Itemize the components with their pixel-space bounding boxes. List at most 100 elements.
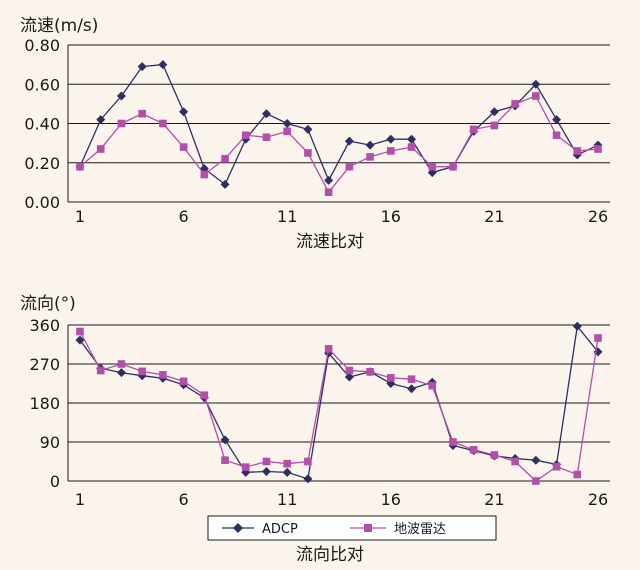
data-point-radar xyxy=(262,133,271,142)
data-point-radar xyxy=(76,162,84,171)
data-point-radar xyxy=(449,162,457,171)
data-point-radar xyxy=(490,451,499,459)
direction-y-axis-label: 流向(°) xyxy=(20,294,76,314)
data-point-radar xyxy=(262,457,271,466)
data-point-adcp xyxy=(344,136,354,146)
data-point-adcp xyxy=(75,335,85,345)
series-line-adcp xyxy=(79,63,599,186)
data-point-adcp xyxy=(303,474,313,484)
series-line-radar xyxy=(79,95,599,194)
y-tick-label: 270 xyxy=(29,355,60,374)
speed-chart: 流速(m/s) 流速比对 0.000.200.400.600.80 1 6 11 16… xyxy=(20,16,610,252)
data-point-adcp xyxy=(158,60,168,70)
data-point-radar xyxy=(428,162,437,171)
data-point-radar xyxy=(387,147,395,155)
data-point-adcp xyxy=(303,124,313,134)
data-point-radar xyxy=(407,375,416,383)
data-point-radar xyxy=(96,366,105,375)
data-point-radar xyxy=(304,149,312,157)
data-point-adcp xyxy=(344,372,354,382)
data-point-radar xyxy=(573,470,582,479)
data-point-adcp xyxy=(179,107,189,117)
legend-radar-marker xyxy=(364,524,372,532)
data-point-radar xyxy=(345,162,354,171)
data-point-adcp xyxy=(261,109,271,119)
data-point-radar xyxy=(469,125,478,134)
data-point-adcp xyxy=(220,435,230,445)
data-point-adcp xyxy=(116,368,126,378)
legend: ADCP 地波雷达 xyxy=(207,515,497,541)
data-point-radar xyxy=(511,100,519,108)
data-point-radar xyxy=(221,456,229,464)
data-point-radar xyxy=(179,377,188,386)
speed-y-axis-label: 流速(m/s) xyxy=(20,16,98,36)
x-tick-label: 1 xyxy=(75,490,85,509)
x-tick-label: 21 xyxy=(484,207,504,226)
x-tick-label: 26 xyxy=(588,490,608,509)
x-tick-label: 11 xyxy=(277,490,297,509)
x-tick-label: 6 xyxy=(179,207,189,226)
x-tick-label: 26 xyxy=(588,207,608,226)
x-tick-label: 16 xyxy=(381,490,401,509)
data-point-radar xyxy=(138,109,146,118)
legend-radar-label: 地波雷达 xyxy=(394,522,446,537)
y-tick-label: 360 xyxy=(29,316,60,335)
direction-x-ticks: 1 6 11 16 21 26 xyxy=(75,490,608,509)
data-point-adcp xyxy=(407,384,417,394)
data-point-radar xyxy=(490,121,499,130)
data-point-radar xyxy=(283,127,291,136)
speed-x-axis-label: 流速比对 xyxy=(296,232,364,252)
speed-y-ticks: 0.00 0.20 0.40 0.60 0.80 xyxy=(24,36,60,212)
data-point-adcp xyxy=(261,466,271,476)
data-point-radar xyxy=(345,366,354,375)
data-point-radar xyxy=(283,459,291,468)
data-point-adcp xyxy=(324,175,334,185)
data-point-radar xyxy=(138,367,146,376)
speed-x-ticks: 1 6 11 16 21 26 xyxy=(75,207,608,226)
data-point-radar xyxy=(573,147,582,155)
data-point-radar xyxy=(511,457,519,466)
data-point-adcp xyxy=(282,119,292,128)
data-point-radar xyxy=(469,446,478,454)
legend-adcp-marker xyxy=(233,523,243,533)
direction-series xyxy=(75,321,603,485)
data-point-radar xyxy=(241,131,250,140)
data-point-radar xyxy=(407,143,416,151)
data-point-radar xyxy=(324,188,333,196)
data-point-radar xyxy=(159,371,167,379)
data-point-radar xyxy=(552,131,561,140)
direction-y-ticks: 0 90 180 270 360 xyxy=(29,316,60,491)
x-tick-label: 11 xyxy=(277,207,297,226)
y-tick-label: 0.60 xyxy=(24,75,60,94)
direction-grid xyxy=(67,324,610,482)
data-point-adcp xyxy=(365,140,375,150)
data-point-radar xyxy=(594,145,602,153)
x-tick-label: 6 xyxy=(179,490,189,509)
y-tick-label: 0.80 xyxy=(24,36,60,55)
data-point-adcp xyxy=(489,107,499,117)
data-point-adcp xyxy=(220,179,230,189)
y-tick-label: 0.00 xyxy=(24,193,60,212)
data-point-radar xyxy=(76,327,84,336)
data-point-radar xyxy=(387,374,395,382)
data-point-radar xyxy=(366,368,374,376)
data-point-radar xyxy=(532,92,540,100)
x-tick-label: 16 xyxy=(381,207,401,226)
data-point-radar xyxy=(594,334,602,342)
data-point-radar xyxy=(117,119,126,128)
data-point-adcp xyxy=(407,134,417,144)
data-point-radar xyxy=(117,360,126,368)
data-point-radar xyxy=(200,170,209,179)
data-point-radar xyxy=(532,477,540,485)
data-point-radar xyxy=(159,119,167,128)
data-point-adcp xyxy=(531,455,541,465)
data-point-adcp xyxy=(531,79,541,89)
speed-series xyxy=(75,60,603,196)
data-point-adcp xyxy=(572,321,582,331)
data-point-radar xyxy=(324,345,333,353)
y-tick-label: 0.40 xyxy=(24,115,60,134)
data-point-adcp xyxy=(116,91,126,101)
